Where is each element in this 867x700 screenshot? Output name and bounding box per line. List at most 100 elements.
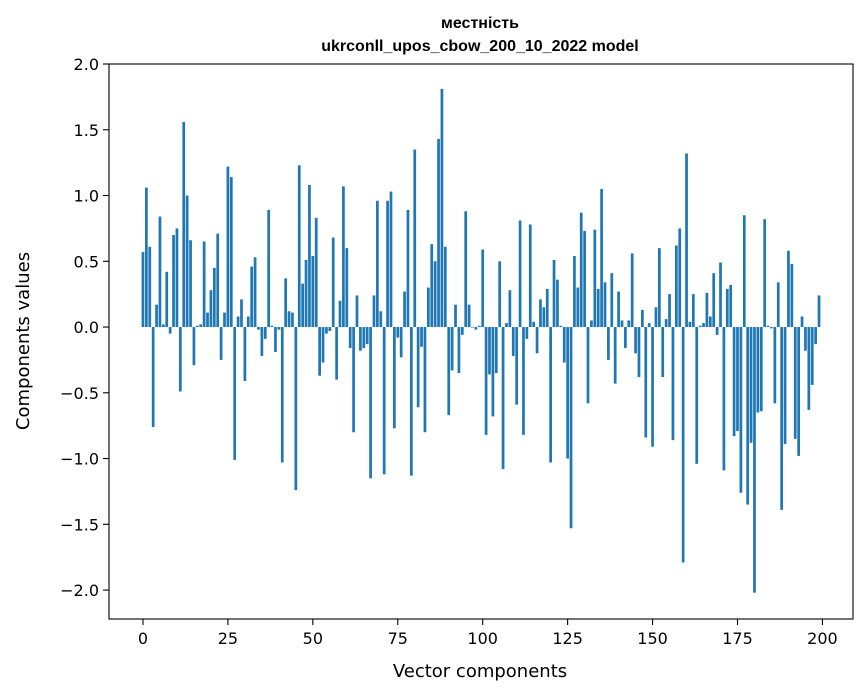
bar-88 — [440, 88, 444, 328]
bar-100 — [481, 249, 485, 328]
bar-62 — [352, 327, 355, 433]
bar-107 — [505, 323, 508, 328]
bar-67 — [369, 327, 372, 479]
bar-143 — [627, 320, 631, 328]
bar-156 — [671, 327, 675, 441]
bar-113 — [525, 327, 529, 339]
bar-195 — [804, 327, 807, 351]
bar-108 — [508, 290, 512, 328]
bar-117 — [539, 299, 542, 328]
bar-82 — [420, 327, 423, 347]
x-tick-label: 200 — [807, 629, 838, 648]
bar-65 — [362, 327, 366, 349]
bar-125 — [566, 327, 569, 459]
bar-46 — [297, 165, 301, 328]
bar-167 — [708, 316, 712, 328]
bar-29 — [240, 299, 243, 328]
bar-163 — [695, 327, 699, 464]
bar-148 — [644, 327, 648, 438]
bar-119 — [545, 288, 549, 328]
bar-170 — [719, 262, 722, 328]
y-tick-label: 1.0 — [74, 187, 99, 206]
bar-22 — [216, 233, 220, 328]
bar-130 — [583, 231, 586, 328]
bar-190 — [787, 250, 790, 328]
bar-118 — [542, 307, 546, 328]
bar-154 — [664, 319, 668, 328]
bar-15 — [192, 327, 196, 366]
bar-35 — [260, 327, 264, 356]
bar-182 — [759, 327, 763, 412]
bar-112 — [522, 327, 525, 435]
bar-174 — [732, 327, 736, 437]
bar-141 — [620, 320, 624, 328]
bar-17 — [199, 324, 203, 328]
bar-74 — [393, 327, 396, 429]
bar-116 — [535, 327, 539, 354]
bar-23 — [219, 327, 223, 360]
bar-181 — [756, 327, 760, 413]
bar-135 — [600, 188, 603, 328]
bar-27 — [233, 327, 237, 460]
bar-16 — [195, 325, 199, 328]
bar-150 — [651, 327, 654, 447]
bar-68 — [372, 295, 376, 328]
bar-189 — [783, 327, 787, 445]
bar-133 — [593, 229, 597, 328]
bar-53 — [321, 327, 325, 363]
bar-188 — [780, 327, 784, 510]
bar-30 — [243, 327, 247, 381]
bar-9 — [172, 234, 175, 328]
bar-51 — [314, 217, 318, 328]
bar-153 — [661, 327, 665, 378]
bar-152 — [658, 248, 661, 328]
bar-179 — [749, 327, 753, 443]
bar-155 — [668, 294, 671, 328]
bar-5 — [158, 216, 162, 328]
bar-171 — [722, 327, 726, 471]
chart-subtitle: ukrconll_upos_cbow_200_10_2022 model — [321, 38, 638, 55]
bar-147 — [641, 309, 644, 328]
bar-165 — [702, 323, 705, 328]
bar-193 — [797, 327, 800, 456]
bar-59 — [342, 186, 345, 328]
bar-79 — [410, 327, 413, 476]
x-tick-label: 100 — [467, 629, 498, 648]
bar-83 — [423, 327, 427, 433]
bar-38 — [270, 325, 274, 328]
bar-63 — [355, 295, 359, 328]
bar-87 — [437, 138, 440, 328]
bar-98 — [474, 327, 478, 330]
bar-58 — [338, 300, 342, 328]
bar-142 — [624, 327, 627, 349]
bar-26 — [229, 177, 233, 328]
bar-140 — [617, 291, 620, 328]
bar-86 — [433, 261, 437, 328]
bar-34 — [257, 327, 260, 330]
bar-115 — [532, 321, 536, 328]
bar-33 — [253, 257, 257, 328]
bar-57 — [335, 327, 338, 380]
bar-159 — [681, 327, 685, 563]
bar-71 — [382, 327, 386, 475]
x-tick-label: 150 — [637, 629, 668, 648]
bar-6 — [162, 324, 165, 328]
bar-73 — [389, 191, 393, 328]
bar-151 — [654, 307, 658, 328]
bar-105 — [498, 261, 502, 328]
bar-128 — [576, 287, 580, 328]
bar-64 — [359, 327, 362, 351]
bar-56 — [331, 237, 335, 328]
bar-96 — [467, 304, 471, 328]
x-tick-label: 50 — [303, 629, 323, 648]
bar-139 — [613, 327, 617, 384]
bar-42 — [284, 278, 288, 328]
bar-144 — [630, 253, 634, 328]
bar-127 — [573, 256, 576, 328]
bar-69 — [376, 200, 379, 328]
bar-122 — [556, 279, 559, 328]
bar-137 — [607, 327, 610, 360]
bar-172 — [725, 288, 729, 328]
bar-45 — [294, 327, 298, 491]
